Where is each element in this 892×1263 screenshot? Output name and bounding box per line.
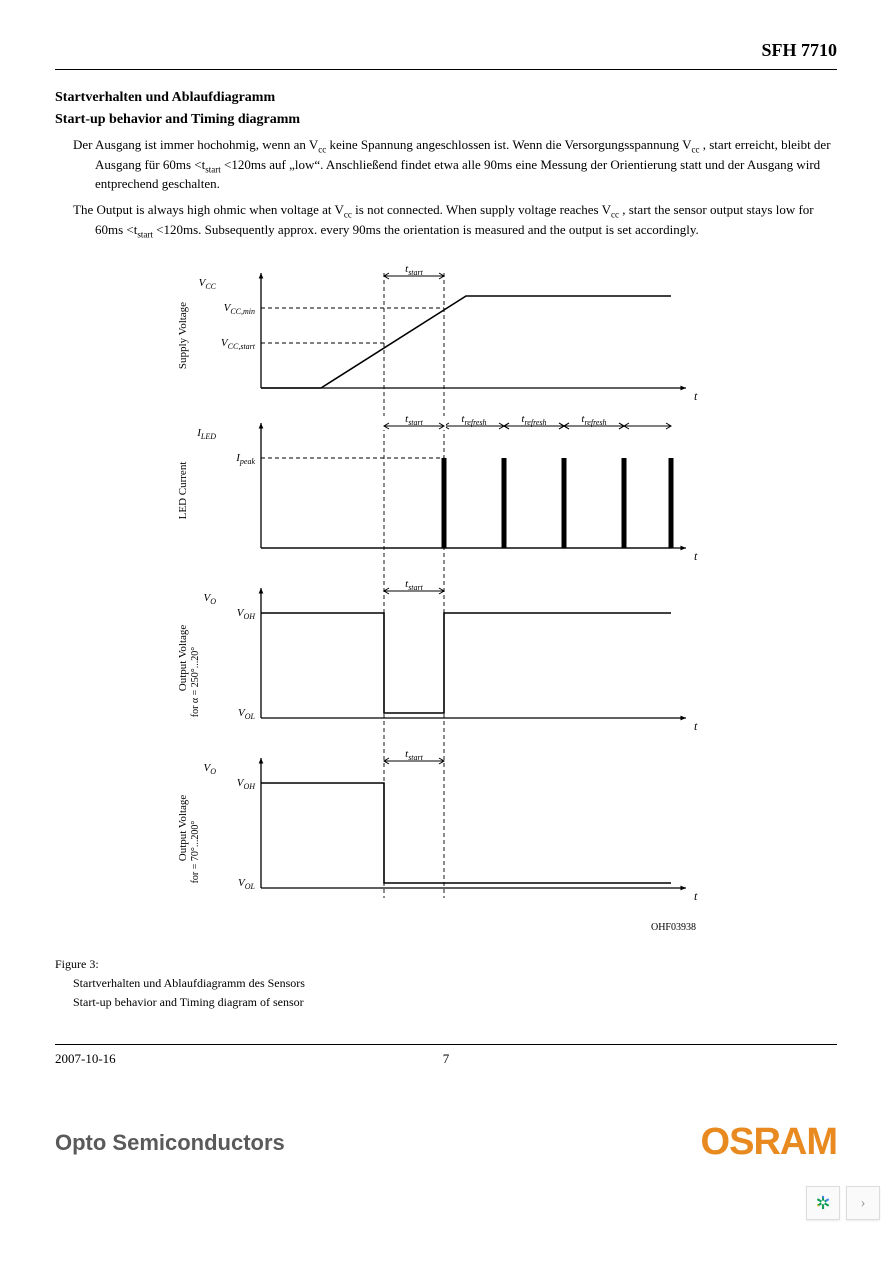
svg-text:t: t	[694, 889, 698, 903]
brand-logo-osram: OSRAM	[701, 1121, 837, 1164]
figure-caption-german: Startverhalten und Ablaufdiagramm des Se…	[73, 976, 837, 991]
svg-text:Output Voltage: Output Voltage	[177, 795, 189, 862]
svg-text:VOL: VOL	[238, 707, 256, 721]
svg-text:VCC,min: VCC,min	[224, 302, 255, 316]
svg-text:VOH: VOH	[237, 777, 257, 791]
svg-text:VCC: VCC	[199, 277, 217, 291]
svg-text:t: t	[694, 389, 698, 403]
svg-text:Output Voltage: Output Voltage	[177, 625, 189, 692]
svg-text:LED Current: LED Current	[177, 462, 189, 520]
svg-text:trefresh: trefresh	[461, 413, 486, 427]
svg-text:trefresh: trefresh	[581, 413, 606, 427]
svg-text:tstart: tstart	[405, 748, 424, 762]
text: <120ms. Subsequently approx. every 90ms …	[153, 222, 699, 237]
paragraph-german: Der Ausgang ist immer hochohmig, wenn an…	[55, 136, 837, 193]
part-number-header: SFH 7710	[55, 40, 837, 70]
svg-text:for α = 250°...20°: for α = 250°...20°	[190, 647, 201, 718]
figure-number: Figure 3:	[55, 957, 99, 971]
text: keine Spannung angeschlossen ist. Wenn d…	[326, 137, 691, 152]
chevron-right-icon: ›	[861, 1195, 866, 1212]
timing-diagram: t Supply Voltage VCC tstart VCC,min VCC,start…	[55, 258, 837, 943]
svg-text:trefresh: trefresh	[521, 413, 546, 427]
svg-text:Supply Voltage: Supply Voltage	[177, 302, 189, 369]
subscript: cc	[611, 210, 619, 220]
svg-text:VOH: VOH	[237, 607, 257, 621]
paragraph-english: The Output is always high ohmic when vol…	[55, 201, 837, 240]
brand-row: Opto Semiconductors OSRAM	[0, 1091, 892, 1180]
subscript: cc	[692, 145, 700, 155]
page-footer: 2007-10-16 7	[55, 1044, 837, 1071]
svg-text:VO: VO	[203, 592, 216, 606]
text: Der Ausgang ist immer hochohmig, wenn an…	[73, 137, 318, 152]
viewer-nav: ✲ ›	[0, 1180, 892, 1230]
text: is not connected. When supply voltage re…	[352, 202, 611, 217]
svg-text:VO: VO	[203, 762, 216, 776]
subscript: cc	[344, 210, 352, 220]
svg-text:t: t	[694, 549, 698, 563]
svg-text:ILED: ILED	[196, 427, 216, 441]
flower-icon: ✲	[815, 1193, 830, 1214]
svg-text:tstart: tstart	[405, 263, 424, 277]
svg-text:OHF03938: OHF03938	[651, 922, 696, 933]
viewer-logo-button[interactable]: ✲	[806, 1186, 840, 1220]
subscript: start	[205, 164, 221, 174]
figure-caption-english: Start-up behavior and Timing diagram of …	[73, 995, 837, 1010]
heading-english: Start-up behavior and Timing diagramm	[55, 112, 837, 128]
svg-text:t: t	[694, 719, 698, 733]
subscript: start	[137, 229, 153, 239]
next-page-button[interactable]: ›	[846, 1186, 880, 1220]
timing-diagram-svg: t Supply Voltage VCC tstart VCC,min VCC,start…	[166, 258, 726, 938]
svg-text:for = 70°...200°: for = 70°...200°	[190, 821, 201, 884]
svg-text:VOL: VOL	[238, 877, 256, 891]
svg-text:tstart: tstart	[405, 413, 424, 427]
svg-text:VCC,start: VCC,start	[221, 337, 256, 351]
heading-german: Startverhalten und Ablaufdiagramm	[55, 90, 837, 106]
footer-date: 2007-10-16	[55, 1051, 116, 1067]
footer-page-number: 7	[443, 1051, 450, 1067]
svg-text:Ipeak: Ipeak	[235, 452, 255, 466]
brand-subtitle: Opto Semiconductors	[55, 1130, 285, 1156]
figure-caption: Figure 3: Startverhalten und Ablaufdiagr…	[55, 957, 837, 1010]
svg-text:tstart: tstart	[405, 578, 424, 592]
text: The Output is always high ohmic when vol…	[73, 202, 344, 217]
